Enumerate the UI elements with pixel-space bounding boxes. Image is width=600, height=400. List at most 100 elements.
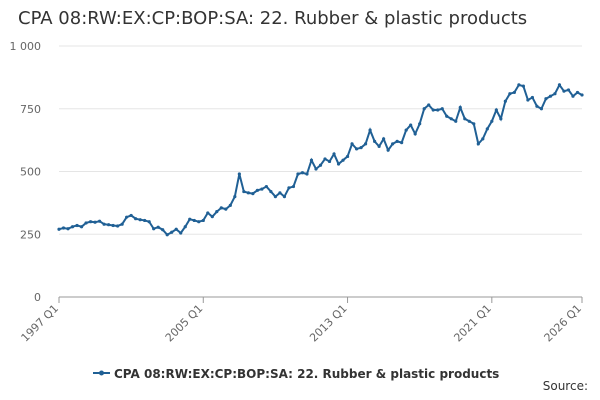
data-point <box>318 163 323 167</box>
data-point <box>377 144 381 148</box>
legend: CPA 08:RW:EX:CP:BOP:SA: 22. Rubber & pla… <box>93 367 499 381</box>
data-point <box>273 195 278 199</box>
data-point <box>544 97 548 101</box>
data-point <box>125 215 129 219</box>
x-tick-label: 2005 Q1 <box>163 302 206 345</box>
data-point <box>188 217 192 221</box>
data-point <box>170 230 174 234</box>
data-point <box>503 99 507 103</box>
data-point <box>161 228 165 232</box>
data-point <box>120 222 124 226</box>
data-point <box>467 119 471 123</box>
data-point <box>575 90 580 95</box>
data-point <box>156 225 160 229</box>
data-point <box>404 128 408 132</box>
data-point <box>201 218 205 223</box>
data-point <box>345 154 350 159</box>
data-point <box>336 162 341 166</box>
data-point <box>332 152 336 156</box>
data-point <box>431 108 435 112</box>
data-point <box>61 226 66 230</box>
data-point <box>242 189 246 194</box>
data-point <box>571 94 575 98</box>
data-point <box>183 225 187 229</box>
x-tick-label: 2026 Q1 <box>542 302 585 345</box>
data-point <box>485 127 489 131</box>
data-point <box>526 98 530 102</box>
data-point <box>210 215 214 219</box>
legend-label: CPA 08:RW:EX:CP:BOP:SA: 22. Rubber & pla… <box>114 367 499 381</box>
data-point <box>111 223 115 228</box>
data-point <box>233 195 237 199</box>
data-point <box>368 128 372 132</box>
data-point <box>97 219 102 223</box>
data-point <box>134 217 138 221</box>
data-point <box>215 210 219 214</box>
data-point <box>530 95 535 100</box>
y-tick-label: 500 <box>20 166 41 179</box>
data-point <box>237 172 241 176</box>
data-point <box>84 221 88 225</box>
data-point <box>75 223 79 228</box>
data-point <box>219 206 223 210</box>
data-point <box>287 186 291 190</box>
data-point <box>79 225 84 229</box>
y-tick-label: 750 <box>20 103 41 116</box>
data-point <box>427 103 431 107</box>
data-point <box>66 227 70 231</box>
data-point <box>458 105 462 110</box>
data-point <box>282 195 287 199</box>
data-point <box>88 220 93 224</box>
data-point <box>409 123 413 127</box>
data-point <box>521 84 525 88</box>
data-point <box>152 227 156 231</box>
data-point <box>508 92 512 96</box>
data-point <box>70 225 75 229</box>
data-point <box>472 122 476 126</box>
data-point <box>562 89 566 93</box>
data-point <box>206 211 210 215</box>
data-point <box>535 104 539 108</box>
data-point <box>264 184 268 189</box>
data-point <box>449 117 453 121</box>
data-point <box>413 132 417 136</box>
series-line <box>58 82 583 237</box>
data-point <box>251 191 255 196</box>
data-point <box>102 222 106 226</box>
data-point <box>106 223 111 227</box>
data-point <box>363 142 368 146</box>
data-point <box>309 158 314 162</box>
data-point <box>246 191 250 195</box>
data-point <box>359 146 363 150</box>
data-point <box>192 218 196 223</box>
data-point <box>93 220 97 224</box>
data-point <box>418 122 422 126</box>
data-point <box>454 119 458 123</box>
data-point <box>440 107 444 111</box>
data-point <box>174 227 178 231</box>
data-point <box>305 172 309 176</box>
data-point <box>391 142 395 146</box>
data-point <box>386 148 390 152</box>
y-tick-label: 0 <box>34 291 41 304</box>
data-point <box>463 117 467 121</box>
data-point <box>481 137 485 141</box>
data-point <box>354 147 359 151</box>
data-point <box>350 142 354 146</box>
data-point <box>224 207 228 211</box>
x-tick-label: 1997 Q1 <box>19 302 62 345</box>
data-point <box>400 141 404 145</box>
legend-marker <box>99 370 104 376</box>
x-tick-label: 2013 Q1 <box>307 302 350 345</box>
data-point <box>580 93 584 97</box>
data-point <box>143 218 147 223</box>
x-tick-label: 2021 Q1 <box>451 302 494 345</box>
data-point <box>327 159 332 164</box>
data-point <box>436 108 440 112</box>
data-point <box>269 189 273 194</box>
data-point <box>255 188 259 192</box>
data-point <box>539 107 544 111</box>
data-point <box>179 231 183 235</box>
data-point <box>323 157 327 161</box>
data-point <box>445 114 449 118</box>
